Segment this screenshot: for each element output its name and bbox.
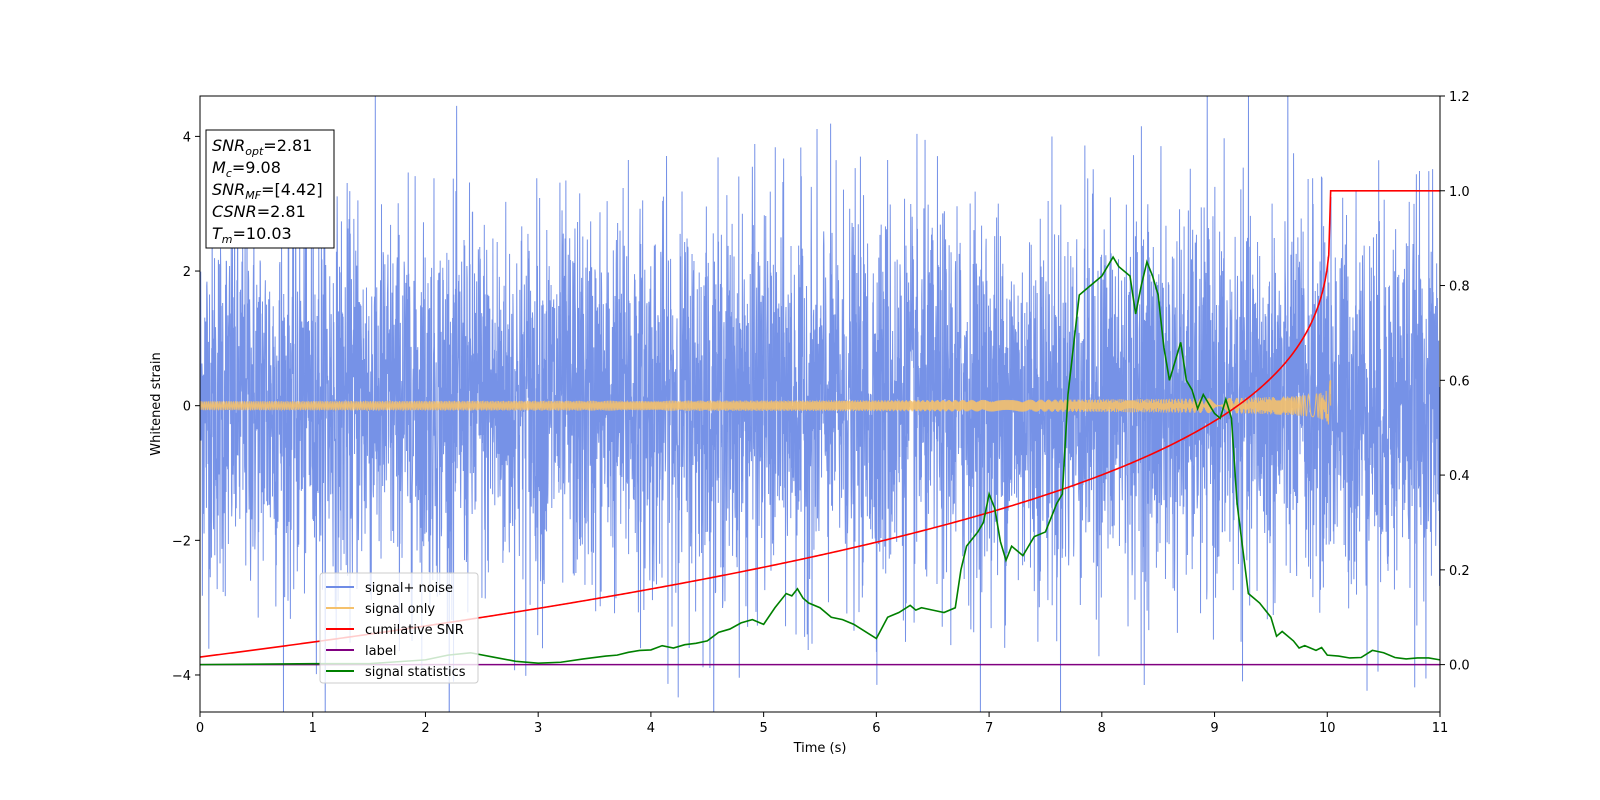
x-axis: 0 1 2 3 4 5 6 7 8 9 10 11 bbox=[196, 712, 1448, 736]
legend-label-signal-noise: signal+ noise bbox=[365, 581, 453, 596]
legend-label-label: label bbox=[365, 644, 396, 659]
x-tick-label: 8 bbox=[1098, 721, 1106, 736]
y-left-tick-label: 4 bbox=[183, 130, 191, 145]
legend-label-signal-only: signal only bbox=[365, 602, 435, 617]
y-right-tick-label: 1.0 bbox=[1449, 185, 1470, 200]
legend-label-cumilative-snr: cumilative SNR bbox=[365, 623, 464, 638]
plot-frame bbox=[199, 95, 1441, 713]
series-signal-statistics bbox=[200, 255, 1440, 666]
annotation-line: SNRopt=2.81 bbox=[212, 136, 312, 158]
y-axis-left-label: Whitened strain bbox=[149, 352, 164, 455]
x-tick-label: 9 bbox=[1210, 721, 1218, 736]
x-axis-label: Time (s) bbox=[793, 741, 847, 756]
y-axis-left: −4 −2 0 2 4 bbox=[172, 130, 200, 684]
series-signal-only bbox=[200, 380, 1332, 425]
x-tick-label: 7 bbox=[985, 721, 993, 736]
annotation-line: Tm=10.03 bbox=[212, 224, 292, 246]
x-tick-label: 2 bbox=[421, 721, 429, 736]
y-right-tick-label: 0.4 bbox=[1449, 469, 1470, 484]
annotation-line: SNRMF=[4.42] bbox=[212, 180, 323, 202]
x-tick-label: 5 bbox=[759, 721, 767, 736]
series-signal-noise bbox=[200, 96, 1440, 712]
annotation-line: Mc=9.08 bbox=[212, 158, 281, 180]
x-tick-label: 3 bbox=[534, 721, 542, 736]
legend-label-signal-statistics: signal statistics bbox=[365, 665, 466, 680]
y-right-tick-label: 1.2 bbox=[1449, 90, 1470, 105]
legend: signal+ noise signal only cumilative SNR la… bbox=[319, 572, 479, 684]
y-axis-right: 0.0 0.2 0.4 0.6 0.8 1.0 1.2 bbox=[1440, 90, 1470, 674]
y-right-tick-label: 0.6 bbox=[1449, 374, 1470, 389]
x-tick-label: 1 bbox=[309, 721, 317, 736]
y-left-tick-label: 0 bbox=[183, 400, 191, 415]
x-tick-label: 6 bbox=[872, 721, 880, 736]
y-left-tick-label: −4 bbox=[172, 669, 191, 684]
y-right-tick-label: 0.0 bbox=[1449, 659, 1470, 674]
x-tick-label: 0 bbox=[196, 721, 204, 736]
y-left-tick-label: −2 bbox=[172, 534, 191, 549]
y-right-tick-label: 0.8 bbox=[1449, 280, 1470, 295]
x-tick-label: 10 bbox=[1319, 721, 1336, 736]
y-left-tick-label: 2 bbox=[183, 265, 191, 280]
x-tick-label: 11 bbox=[1432, 721, 1449, 736]
annotation-frame bbox=[205, 129, 335, 249]
annotation-line: CSNR=2.81 bbox=[212, 202, 306, 221]
y-right-tick-label: 0.2 bbox=[1449, 564, 1470, 579]
legend-frame bbox=[319, 572, 479, 684]
x-tick-label: 4 bbox=[647, 721, 655, 736]
